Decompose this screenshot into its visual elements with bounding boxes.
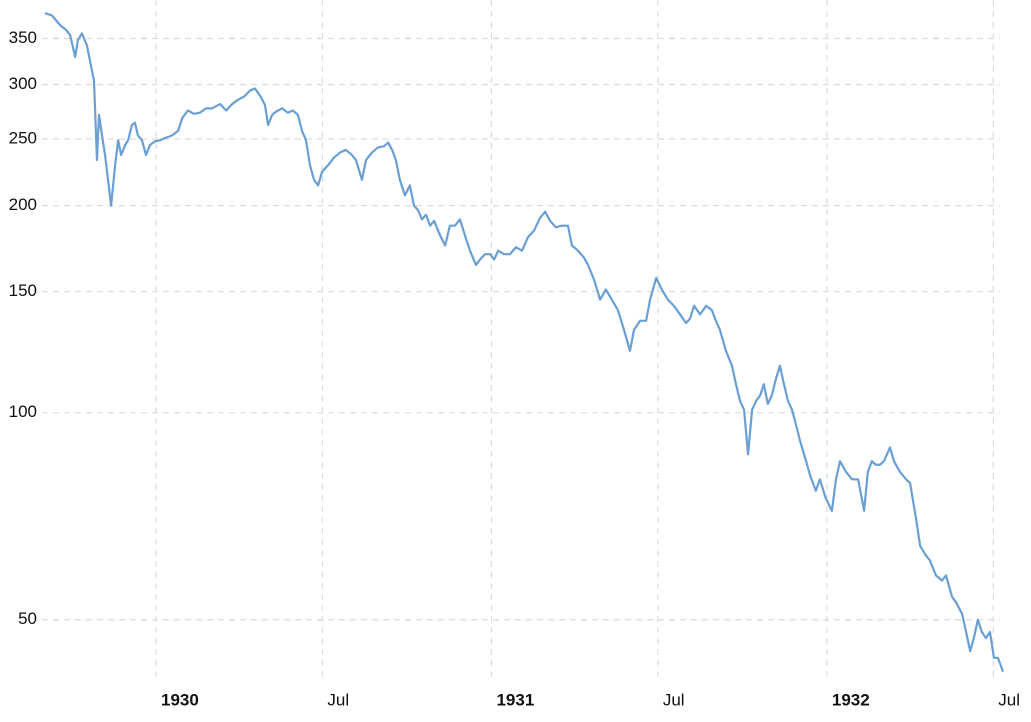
data-line [44, 12, 1005, 673]
y-tick-label: 350 [9, 28, 37, 47]
x-tick-label: 1931 [496, 690, 534, 709]
x-tick-label: Jul [998, 690, 1020, 709]
x-tick-label: 1930 [161, 690, 199, 709]
x-tick-label: Jul [327, 690, 349, 709]
x-tick-label: 1932 [832, 690, 870, 709]
y-tick-label: 50 [18, 609, 37, 628]
y-tick-label: 250 [9, 128, 37, 147]
x-tick-label: Jul [663, 690, 685, 709]
y-tick-label: 300 [9, 74, 37, 93]
y-tick-label: 100 [9, 402, 37, 421]
y-tick-label: 200 [9, 195, 37, 214]
y-tick-label: 150 [9, 281, 37, 300]
